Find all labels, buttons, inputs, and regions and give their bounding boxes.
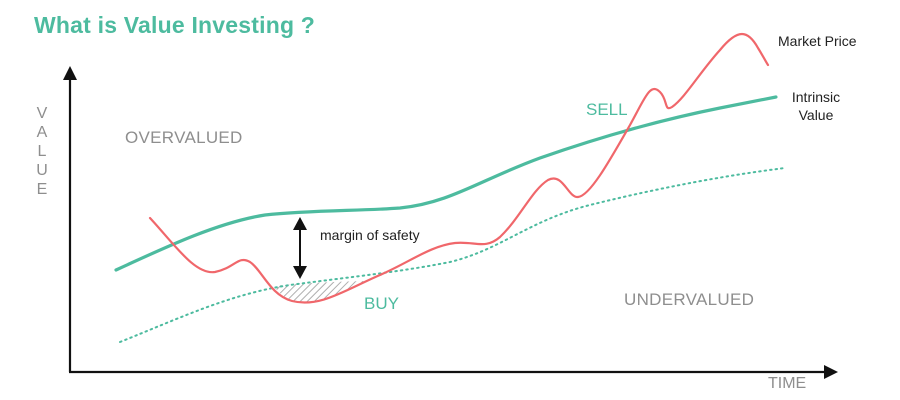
intrinsic-value-line xyxy=(114,95,778,272)
margin-of-safety-area xyxy=(274,281,364,303)
market-price-label: Market Price xyxy=(778,33,857,49)
undervalued-label: UNDERVALUED xyxy=(624,290,755,309)
page-title: What is Value Investing ? xyxy=(34,12,316,38)
y-axis-arrow-icon xyxy=(63,66,77,80)
x-axis-label: TIME xyxy=(768,375,807,392)
undervalued-threshold-line xyxy=(119,167,786,343)
margin-of-safety-arrow-icon xyxy=(293,217,307,279)
axes xyxy=(63,66,838,379)
intrinsic-value-label: Intrinsic Value xyxy=(791,89,841,123)
x-axis-arrow-icon xyxy=(824,365,838,379)
overvalued-label: OVERVALUED xyxy=(125,128,243,147)
buy-label: BUY xyxy=(364,294,399,313)
y-axis-label: VALUE xyxy=(36,105,48,198)
margin-of-safety-label: margin of safety xyxy=(320,227,420,243)
market-price-line xyxy=(148,32,770,304)
sell-label: SELL xyxy=(586,100,628,119)
